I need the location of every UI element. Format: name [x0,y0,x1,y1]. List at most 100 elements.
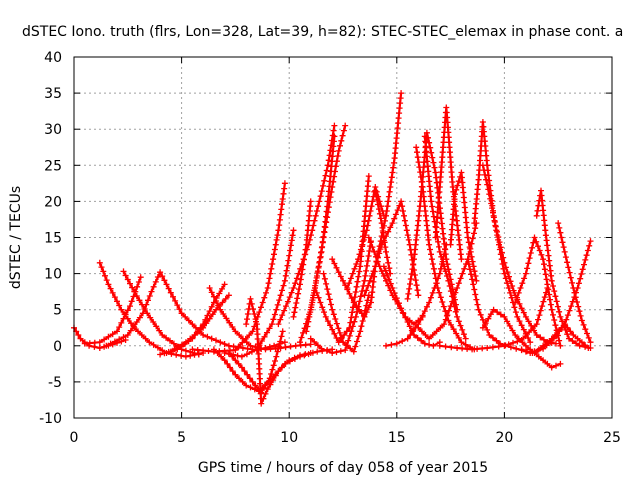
data-point [344,285,351,291]
data-point [586,242,593,249]
data-point [560,244,567,251]
data-point [256,309,263,316]
data-point [539,303,546,310]
data-point [329,256,336,263]
data-point [522,333,529,340]
data-point [266,375,273,382]
data-point [505,341,512,348]
data-point [311,338,318,345]
data-point [264,386,271,393]
data-point [526,329,533,336]
data-point [443,241,450,248]
data-point [378,268,385,275]
data-point [247,384,254,391]
data-point [230,351,237,358]
data-point [312,285,318,291]
data-point [429,154,436,161]
data-point [333,264,340,271]
data-point [547,301,554,308]
data-point [139,310,146,317]
data-point [327,147,334,154]
data-point [469,235,476,242]
data-point [451,201,457,208]
series-markers [103,269,288,354]
data-point [527,339,534,346]
data-point [163,281,170,288]
data-point [363,227,370,234]
data-point [430,342,437,349]
data-point [426,241,433,248]
data-point [430,265,437,272]
data-point [393,340,400,347]
data-point [337,348,344,355]
data-point [450,294,457,301]
data-point [567,328,574,335]
data-point [297,281,303,288]
data-point [428,149,435,156]
data-point [545,252,552,259]
data-point [415,317,422,324]
data-point [306,313,313,320]
data-point [404,232,411,239]
data-point [283,267,290,274]
data-point [427,294,434,301]
data-point [435,275,441,282]
data-point [430,213,437,220]
data-point [290,285,297,291]
series-line [224,230,295,358]
data-point [282,360,289,367]
data-point [327,194,334,201]
data-point [335,269,342,276]
data-point [253,346,260,353]
data-point [135,279,142,285]
data-point [570,285,577,291]
data-point [412,324,419,331]
data-point [429,332,436,338]
data-point [389,292,396,299]
data-point [426,335,433,342]
data-point [507,289,514,296]
data-point [346,324,353,331]
data-point [173,351,180,358]
data-point [130,293,137,300]
series-markers [243,295,314,407]
data-point [569,338,576,344]
data-point [461,265,468,272]
data-point [491,219,498,225]
data-point [530,239,537,246]
data-point [412,277,419,284]
data-point [278,333,285,340]
data-point [392,296,399,303]
data-point [429,203,436,210]
data-point [182,353,189,360]
data-point [423,303,430,310]
data-point [551,288,558,295]
data-point [232,357,239,364]
data-point [454,182,461,189]
data-point [307,309,314,316]
data-point [217,339,224,346]
data-point [244,311,251,317]
data-point [578,317,585,324]
data-point [509,327,516,334]
data-point [208,303,215,310]
data-point [501,270,508,277]
data-point [127,280,133,287]
data-point [329,306,336,313]
data-point [380,273,387,279]
data-point [343,342,350,349]
data-point [402,313,409,320]
data-point [261,333,268,340]
data-point [442,246,449,253]
data-point [185,317,192,324]
data-point [510,287,517,294]
data-point [206,308,213,315]
data-point [451,191,458,198]
data-point [271,251,277,258]
series-markers [512,234,564,349]
data-point [368,273,375,279]
data-point [124,276,131,283]
data-point [311,217,318,224]
data-point [298,334,305,341]
data-point [562,254,569,261]
